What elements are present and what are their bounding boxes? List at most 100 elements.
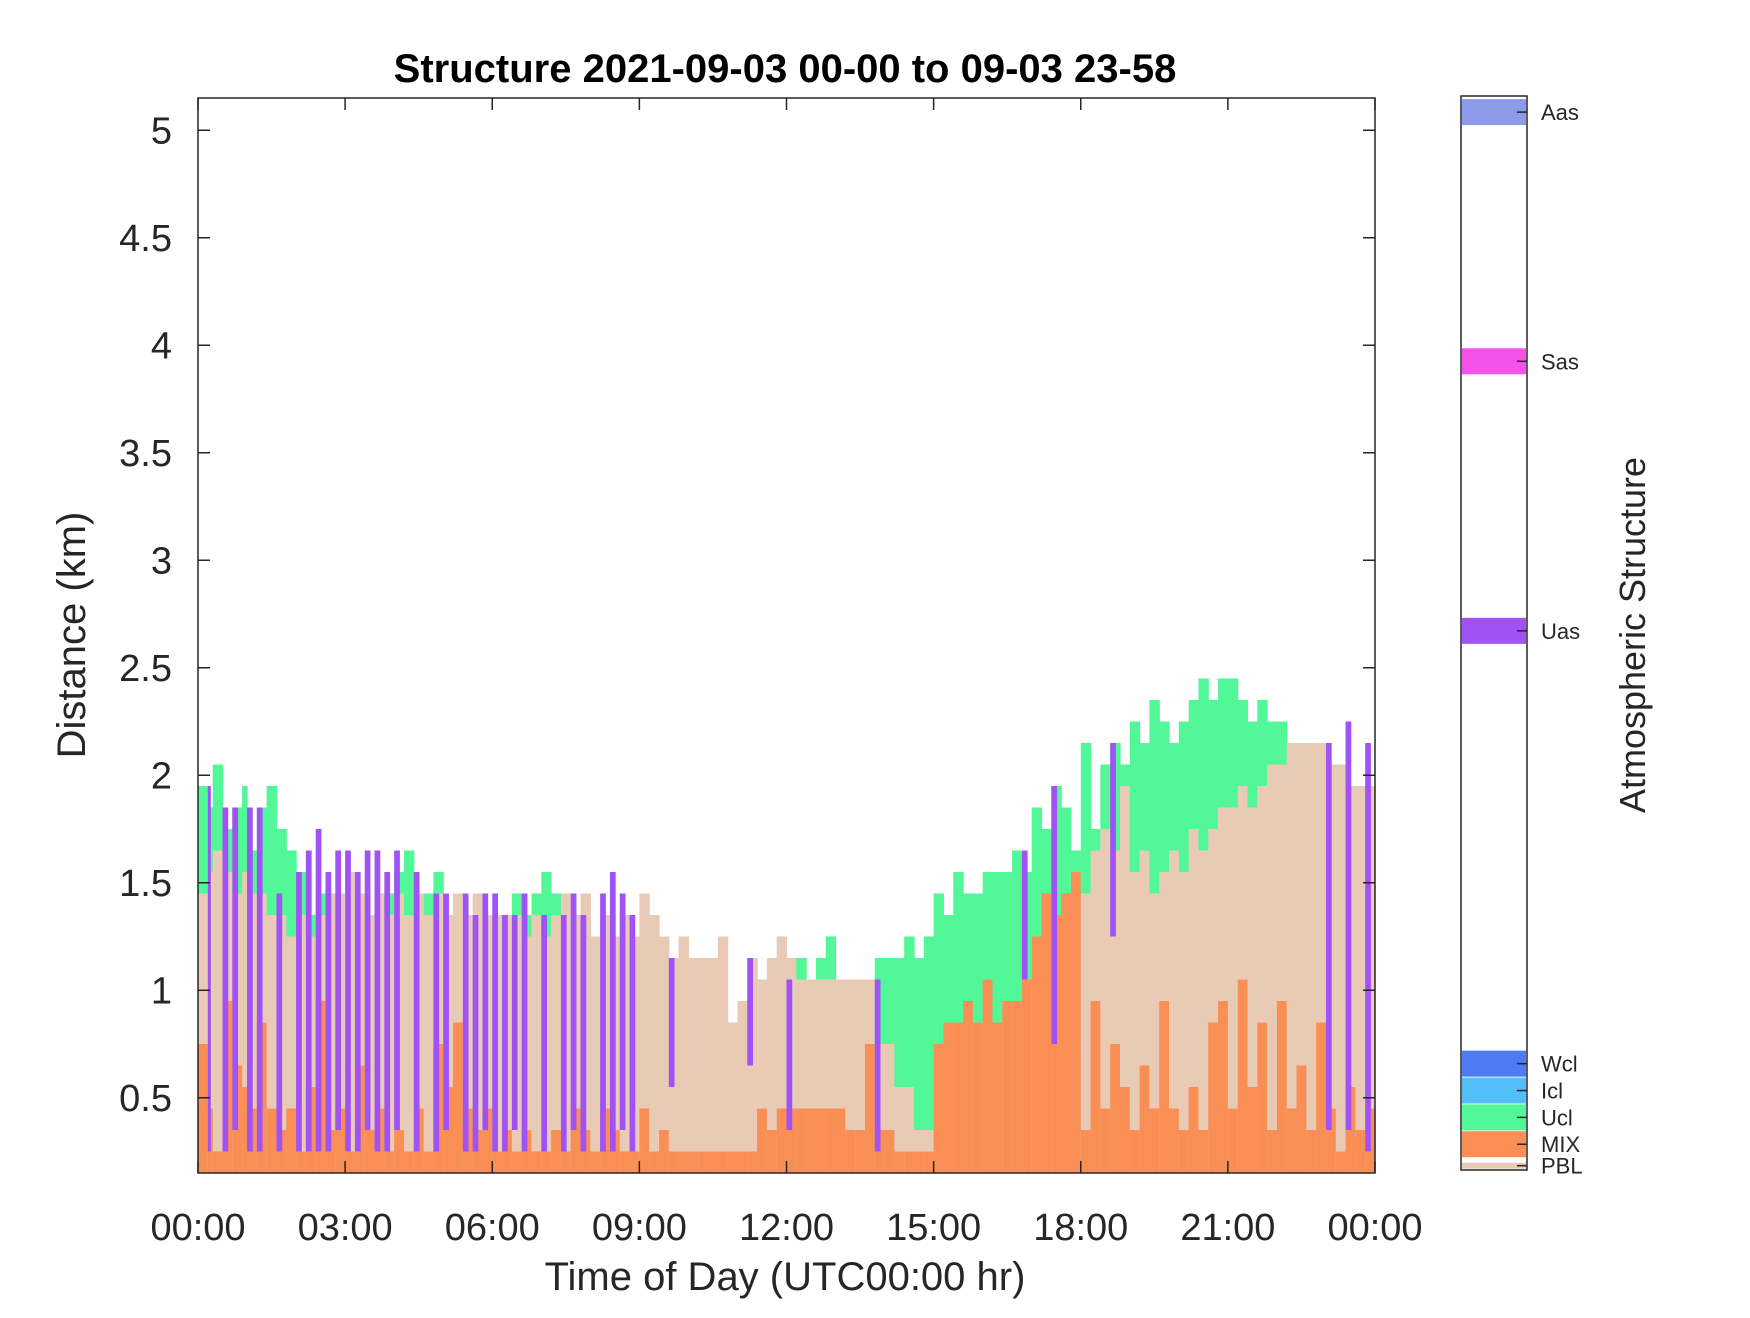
colorbar-tick-label: PBL: [1541, 1154, 1583, 1179]
ucl-cell: [1218, 678, 1229, 808]
uas-cell: [570, 893, 577, 1130]
ucl-cell: [953, 872, 964, 1023]
x-tick-label: 00:00: [150, 1207, 245, 1249]
mix-cell: [757, 1108, 768, 1173]
pbl-cell: [423, 915, 434, 1173]
x-tick-label: 15:00: [886, 1207, 981, 1249]
mix-cell: [1119, 1087, 1131, 1173]
mix-cell: [212, 1151, 224, 1173]
mix-cell: [1070, 872, 1082, 1173]
ucl-cell: [242, 786, 248, 872]
uas-cell: [413, 872, 420, 1152]
uas-cell: [629, 915, 636, 1152]
mix-cell: [1227, 1108, 1239, 1173]
ucl-cell: [1090, 829, 1101, 851]
mix-cell: [698, 1151, 709, 1173]
uas-cell: [619, 893, 626, 1130]
colorbar-band-aas: [1462, 99, 1526, 126]
mix-cell: [1188, 1087, 1200, 1173]
ucl-cell: [914, 958, 925, 1130]
ucl-cell: [825, 936, 837, 980]
mix-cell: [766, 1130, 778, 1173]
mix-cell: [1316, 1022, 1327, 1173]
uas-cell: [541, 915, 548, 1152]
mix-cell: [1021, 979, 1033, 1173]
mix-cell: [776, 1108, 788, 1173]
ucl-cell: [894, 958, 905, 1087]
mix-cell: [1335, 1151, 1347, 1173]
axes: 00:00 03:00 06:00 09:00 12:00 15:00 18:00 21:00…: [119, 97, 1423, 1249]
ucl-cell: [904, 936, 915, 1087]
pbl-cell: [698, 958, 709, 1173]
uas-cell: [511, 915, 518, 1130]
mix-cell: [1159, 1001, 1170, 1173]
pbl-cell: [1296, 743, 1307, 1173]
mix-cell: [1100, 1108, 1111, 1173]
ucl-cell: [1012, 850, 1023, 1001]
colorbar-band-uas: [1462, 617, 1526, 644]
ucl-cell: [266, 786, 278, 915]
mix-cell: [492, 1151, 503, 1173]
mix-cell: [1149, 1108, 1160, 1173]
mix-cell: [1169, 1108, 1180, 1173]
pbl-cell: [1355, 786, 1366, 1173]
uas-cell: [492, 893, 498, 1152]
mix-cell: [904, 1151, 915, 1173]
ucl-cell: [423, 893, 434, 915]
y-tick-label: 2.5: [119, 648, 172, 690]
mix-cell: [717, 1151, 729, 1173]
pbl-cell: [678, 936, 690, 1173]
colorbar-title: Atmospheric Structure: [1612, 457, 1653, 813]
y-tick-label: 1: [151, 970, 172, 1012]
y-tick-label: 4: [151, 325, 172, 367]
mix-cell: [394, 1130, 405, 1173]
pbl-cell: [266, 915, 278, 1173]
uas-cell: [247, 807, 253, 1152]
pbl-cell: [649, 915, 660, 1173]
colorbar-band-sas: [1462, 348, 1526, 375]
pbl-cell: [1306, 743, 1317, 1173]
pbl-cell: [212, 850, 224, 1173]
mix-cell: [825, 1108, 837, 1173]
uas-cell: [276, 893, 283, 1152]
pbl-cell: [884, 1044, 895, 1173]
uas-cell: [394, 850, 400, 1130]
mix-cell: [629, 1151, 640, 1173]
mix-cell: [1208, 1022, 1219, 1173]
ucl-cell: [1100, 764, 1111, 829]
pbl-cell: [1119, 786, 1131, 1173]
pbl-cell: [1198, 850, 1209, 1173]
mix-cell: [1178, 1130, 1190, 1173]
plot-area: [198, 678, 1376, 1173]
uas-cell: [296, 872, 302, 1152]
mix-cell: [453, 1022, 464, 1173]
pbl-cell: [894, 1087, 905, 1173]
mix-cell: [403, 1151, 415, 1173]
pbl-cell: [835, 979, 846, 1173]
uas-cell: [364, 850, 371, 1130]
x-tick-label: 18:00: [1033, 1207, 1128, 1249]
mix-cell: [1031, 936, 1043, 1173]
pbl-cell: [1139, 850, 1151, 1173]
colorbar-band-mix: [1462, 1131, 1526, 1158]
mix-cell: [943, 1022, 954, 1173]
colorbar-band-pbl: [1462, 1162, 1526, 1169]
pbl-cell: [855, 979, 866, 1173]
ucl-cell: [403, 850, 415, 915]
pbl-cell: [708, 958, 719, 1173]
ucl-cell: [1159, 721, 1170, 872]
pbl-cell: [1080, 893, 1092, 1173]
mix-cell: [658, 1130, 670, 1173]
ucl-cell: [541, 872, 552, 937]
ucl-cell: [982, 872, 994, 980]
mix-cell: [992, 1022, 1003, 1173]
pbl-cell: [198, 893, 209, 1173]
mix-cell: [531, 1151, 542, 1173]
mix-cell: [384, 1151, 395, 1173]
mix-cell: [1110, 1044, 1121, 1173]
pbl-cell: [904, 1087, 915, 1173]
pbl-cell: [1100, 829, 1111, 1173]
ucl-cell: [1178, 721, 1190, 872]
pbl-cell: [1276, 764, 1288, 1173]
y-tick-label: 3: [151, 540, 172, 582]
